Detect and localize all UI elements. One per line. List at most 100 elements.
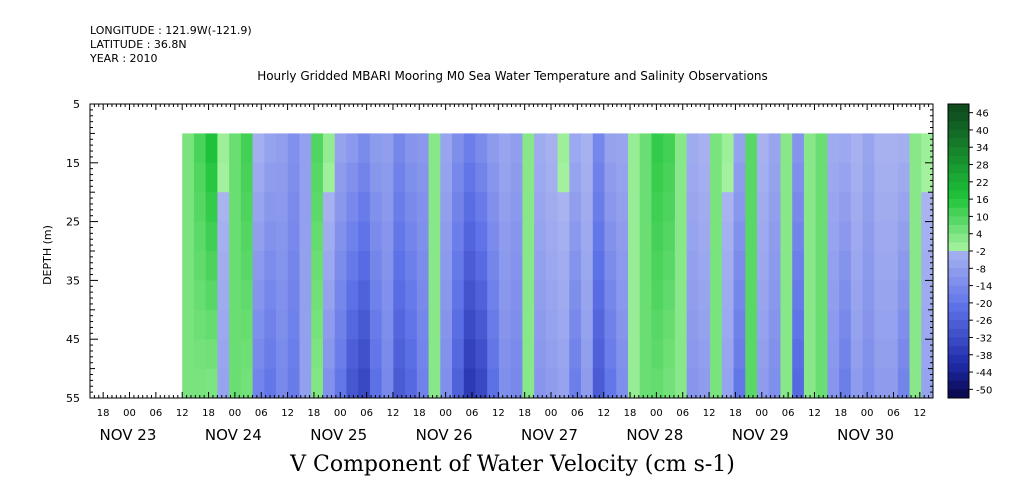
heatmap-cell [745,192,758,222]
heatmap-cell [487,368,500,399]
heatmap-cell [346,251,359,281]
heatmap-cell [616,192,629,222]
heatmap-cell [710,251,723,281]
heatmap-cell [780,339,793,369]
heatmap-cell [240,162,253,193]
heatmap-cell [557,280,570,311]
heatmap-cell [287,251,300,281]
heatmap-cell [311,192,324,222]
heatmap-cell [252,221,265,252]
heatmap-cell [651,280,664,311]
heatmap-cell [850,133,864,164]
heatmap-cell [627,221,641,252]
heatmap-cell [757,368,770,399]
y-tick-label: 15 [66,157,80,170]
heatmap-cell [452,162,465,193]
heatmap-cell [264,251,277,281]
heatmap-cell [839,221,852,252]
heatmap-cell [452,221,465,252]
heatmap-cell [909,280,922,311]
heatmap-cell [557,251,570,281]
heatmap-cell [475,251,488,281]
x-hour-tick-labels: 18 00 06 12 18 00 06 12 18 00 06 12 18 00 06 12 18 00 06 12… [97,408,926,419]
heatmap-cell [287,339,300,369]
heatmap-cell [886,133,899,164]
heatmap-cell [721,280,734,311]
heatmap-cell [686,133,699,164]
colorbar-swatch [948,320,969,330]
heatmap-cell [381,280,394,311]
heatmap-cell [721,192,734,222]
heatmap-cell [522,368,535,399]
heatmap-cell [369,280,383,311]
heatmap-cell [311,221,324,252]
heatmap-cell [874,368,887,399]
colorbar-level-label: -44 [976,368,992,379]
heatmap-cell [663,280,676,311]
x-minor-ticks [89,104,934,398]
heatmap-cell [452,280,465,311]
heatmap-cell [522,339,535,369]
colorbar-swatch [948,372,969,382]
heatmap-cell [463,339,476,369]
latitude-label: LATITUDE : 36.8N [90,38,187,51]
heatmap-cell [487,133,500,164]
heatmap-cell [897,339,910,369]
heatmap-cell [557,368,570,399]
heatmap-cell [803,280,817,311]
heatmap-cell [522,251,535,281]
colorbar-swatch [948,173,969,183]
heatmap-cell [229,251,242,281]
heatmap-cell [252,192,265,222]
heatmap-cell [768,251,781,281]
heatmap-cell [440,280,453,311]
heatmap-cell [897,309,910,340]
heatmap-cell [381,339,394,369]
heatmap-cell [358,162,371,193]
heatmap-cell [205,192,218,222]
heatmap-cell [733,339,746,369]
heatmap-cell [710,309,723,340]
heatmap-cell [757,309,770,340]
heatmap-cell [452,368,465,399]
heatmap-cell [440,192,453,222]
heatmap-cell [346,339,359,369]
heatmap-cell [522,280,535,311]
heatmap-cell [651,368,664,399]
heatmap-cell [604,339,617,369]
heatmap-cell [839,192,852,222]
heatmap-cell [276,339,289,369]
heatmap-cell [768,162,781,193]
heatmap-cell [757,280,770,311]
heatmap-cell [616,309,629,340]
heatmap-cell [721,221,734,252]
heatmap-cell [616,162,629,193]
heatmap-cell [311,309,324,340]
heatmap-cell [639,221,652,252]
heatmap-cell [827,133,840,164]
heatmap-cell [897,221,910,252]
heatmap-cell [569,339,582,369]
heatmap-cell [522,221,535,252]
heatmap-cell [358,133,371,164]
x-hour-tick-label: 00 [545,408,558,419]
heatmap-cell [850,162,864,193]
heatmap-cell [510,221,523,252]
heatmap-cell [346,309,359,340]
heatmap-cell [334,280,347,311]
heatmap-cell [698,251,711,281]
heatmap-cell [815,221,828,252]
colorbar-level-label: 4 [976,230,982,241]
heatmap-cell [205,368,218,399]
heatmap-cell [182,192,195,222]
heatmap-cell [358,368,371,399]
heatmap-cell [627,368,641,399]
x-day-label: NOV 24 [205,426,262,444]
heatmap-cell [850,309,864,340]
heatmap-cell [733,280,746,311]
heatmap-cell [358,339,371,369]
heatmap-cell [393,162,406,193]
heatmap-cell [381,221,394,252]
heatmap-cell [733,309,746,340]
y-tick-label: 25 [66,216,80,229]
